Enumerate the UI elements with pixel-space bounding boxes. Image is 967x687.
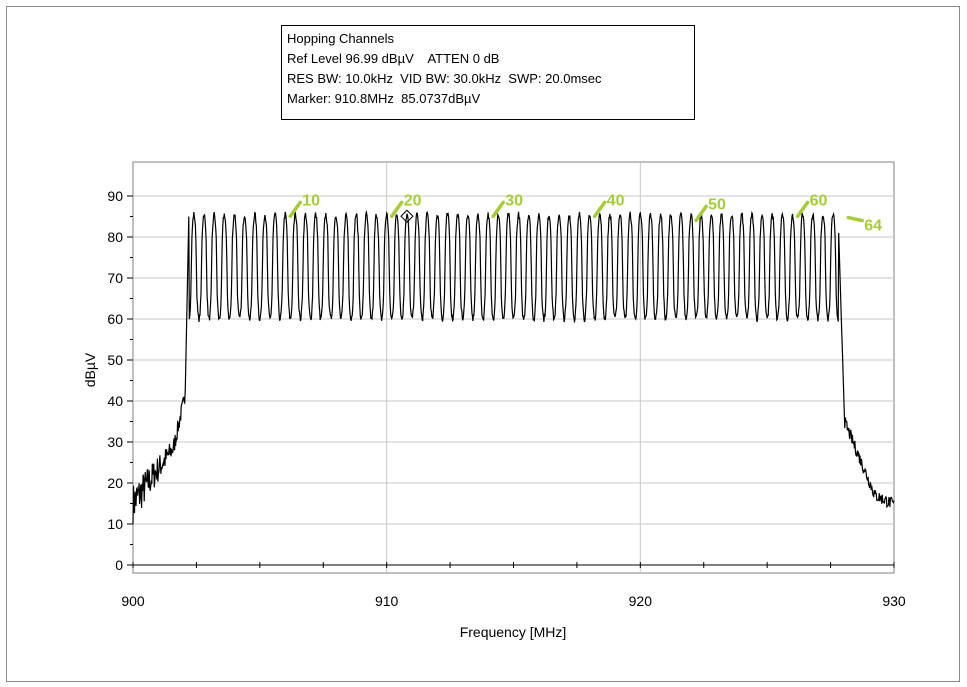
annotation-pointer	[592, 200, 607, 219]
x-axis-title: Frequency [MHz]	[460, 624, 567, 640]
y-tick-label: 60	[107, 311, 123, 327]
y-tick-label: 30	[107, 434, 123, 450]
y-tick-label: 20	[107, 475, 123, 491]
x-tick-label: 920	[629, 593, 653, 609]
channel-annotation: 64	[864, 218, 882, 235]
info-marker: Marker: 910.8MHz 85.0737dBµV	[287, 91, 481, 106]
channel-annotation: 40	[607, 192, 625, 209]
info-ref-level: Ref Level 96.99 dBµV ATTEN 0 dB	[287, 51, 500, 66]
y-tick-label: 50	[107, 352, 123, 368]
info-title: Hopping Channels	[287, 31, 394, 46]
y-tick-label: 70	[107, 270, 123, 286]
channel-annotation: 50	[708, 196, 726, 213]
spectrum-trace	[132, 210, 895, 525]
plot-area	[132, 161, 895, 574]
annotation-pointer	[389, 200, 404, 219]
marker-diamond	[400, 209, 414, 223]
channel-annotation: 20	[404, 192, 422, 209]
axes: 0 10 20 30 40 50 60 70 80 90 900 910 920 930	[107, 188, 905, 609]
channel-annotation: 10	[302, 192, 320, 209]
marker-group	[400, 209, 414, 223]
channel-annotations: 10 20 30 40 50 60 64	[288, 192, 882, 235]
y-axis-title: dBµV	[82, 352, 98, 387]
y-tick-label: 90	[107, 188, 123, 204]
annotation-pointer	[491, 200, 505, 219]
y-tick-label: 40	[107, 393, 123, 409]
info-bandwidth: RES BW: 10.0kHz VID BW: 30.0kHz SWP: 20.…	[287, 71, 602, 86]
y-tick-label: 0	[115, 557, 123, 573]
channel-annotation: 30	[505, 192, 523, 209]
x-tick-label: 900	[121, 593, 145, 609]
annotation-pointer	[694, 204, 708, 223]
annotation-pointer	[288, 200, 303, 219]
annotation-pointer	[846, 215, 864, 223]
y-tick-label: 10	[107, 516, 123, 532]
x-tick-label: 930	[882, 593, 906, 609]
x-tick-label: 910	[375, 593, 399, 609]
info-box: Hopping Channels Ref Level 96.99 dBµV AT…	[281, 25, 695, 120]
channel-annotation: 60	[810, 192, 828, 209]
y-tick-label: 80	[107, 229, 123, 245]
annotation-pointer	[795, 200, 810, 219]
